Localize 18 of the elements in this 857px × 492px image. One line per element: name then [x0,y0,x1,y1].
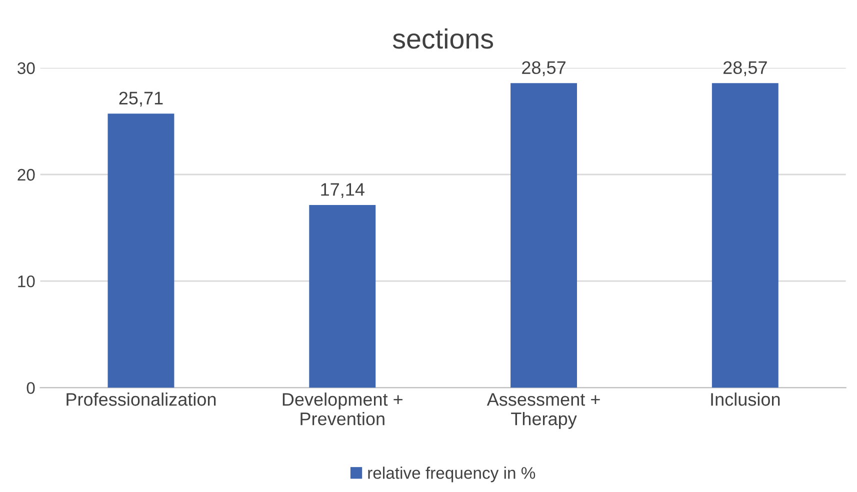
x-tick-label: Assessment + Therapy [486,393,600,429]
data-label: 28,57 [723,61,767,76]
x-tick-label: Inclusion [711,392,780,406]
data-label: 28,57 [522,61,566,76]
x-tick-label: Professionalization [66,392,216,406]
bar [108,114,174,388]
bar [309,204,376,388]
data-label: 17,14 [321,183,364,198]
data-label: 25,71 [119,92,163,107]
legend-label: relative frequency in % [368,466,536,482]
y-tick-label: 20 [18,168,35,181]
chart-title: sections [392,28,494,49]
y-tick-label: 30 [18,62,35,74]
x-tick-label: Development + Prevention [282,392,402,426]
y-tick-label: 0 [26,382,35,394]
bar [712,83,778,388]
bar [510,83,577,388]
y-tick-label: 10 [18,275,35,288]
